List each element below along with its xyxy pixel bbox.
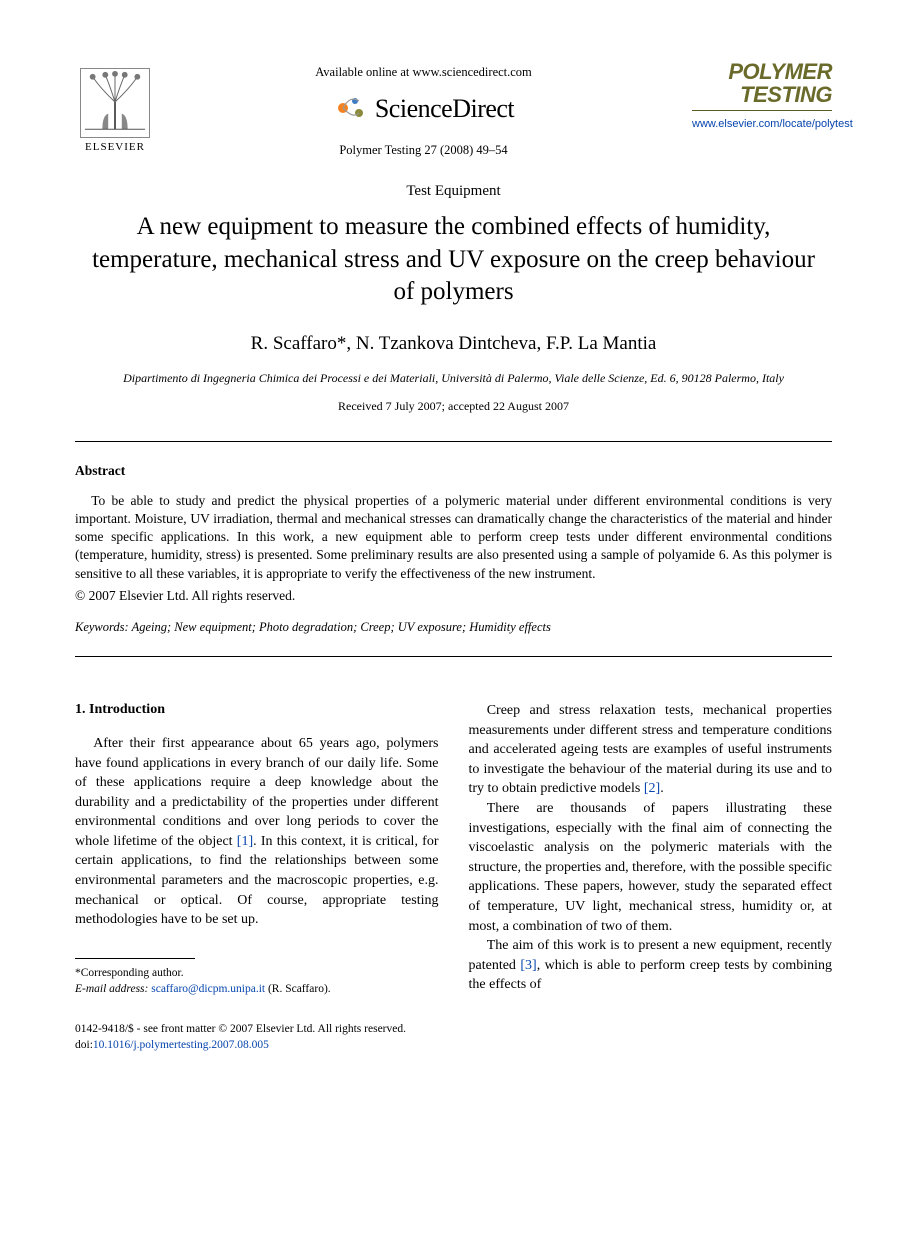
email-label: E-mail address: — [75, 983, 148, 995]
doi-link[interactable]: 10.1016/j.polymertesting.2007.08.005 — [93, 1039, 269, 1051]
doi-line: doi:10.1016/j.polymertesting.2007.08.005 — [75, 1037, 832, 1053]
footnote-block: *Corresponding author. E-mail address: s… — [75, 965, 439, 997]
elsevier-logo: ELSEVIER — [75, 60, 155, 155]
abstract-text: To be able to study and predict the phys… — [75, 492, 832, 583]
abstract-block: Abstract To be able to study and predict… — [75, 462, 832, 636]
header-row: ELSEVIER Available online at www.science… — [75, 60, 832, 159]
available-online-text: Available online at www.sciencedirect.co… — [315, 64, 532, 81]
journal-name-line1: POLYMER — [728, 59, 832, 84]
ref-link-1[interactable]: [1] — [237, 834, 253, 849]
corresponding-author: *Corresponding author. — [75, 965, 439, 981]
sciencedirect-swirl-icon — [333, 91, 367, 125]
email-line: E-mail address: scaffaro@dicpm.unipa.it … — [75, 981, 439, 997]
body-columns: 1. Introduction After their first appear… — [75, 701, 832, 997]
article-title: A new equipment to measure the combined … — [85, 211, 822, 309]
email-who: (R. Scaffaro). — [265, 983, 331, 995]
page-container: ELSEVIER Available online at www.science… — [0, 0, 907, 1093]
p1-part-a: After their first appearance about 65 ye… — [75, 736, 439, 849]
section-1-heading: 1. Introduction — [75, 701, 439, 720]
rule-bottom — [75, 656, 832, 657]
intro-paragraph-4: The aim of this work is to present a new… — [469, 936, 833, 995]
intro-paragraph-1: After their first appearance about 65 ye… — [75, 734, 439, 930]
column-right: Creep and stress relaxation tests, mecha… — [469, 701, 833, 997]
journal-url-link[interactable]: www.elsevier.com/locate/polytest — [692, 117, 832, 132]
abstract-heading: Abstract — [75, 462, 832, 480]
header-center: Available online at www.sciencedirect.co… — [155, 60, 692, 159]
intro-paragraph-3: There are thousands of papers illustrati… — [469, 799, 833, 936]
footnote-rule — [75, 958, 195, 959]
article-section-label: Test Equipment — [75, 181, 832, 201]
keywords-label: Keywords: — [75, 620, 129, 634]
doi-label: doi: — [75, 1039, 93, 1051]
elsevier-tree-icon — [80, 68, 150, 138]
journal-logo-block: POLYMER TESTING www.elsevier.com/locate/… — [692, 60, 832, 132]
sciencedirect-text: ScienceDirect — [375, 91, 514, 126]
keywords-line: Keywords: Ageing; New equipment; Photo d… — [75, 619, 832, 636]
affiliation-line: Dipartimento di Ingegneria Chimica dei P… — [75, 370, 832, 386]
corresponding-email-link[interactable]: scaffaro@dicpm.unipa.it — [151, 983, 265, 995]
journal-name-line2: TESTING — [740, 82, 832, 107]
authors-line: R. Scaffaro*, N. Tzankova Dintcheva, F.P… — [75, 331, 832, 357]
rule-top — [75, 441, 832, 442]
footer-block: 0142-9418/$ - see front matter © 2007 El… — [75, 1021, 832, 1053]
front-matter-line: 0142-9418/$ - see front matter © 2007 El… — [75, 1021, 832, 1037]
dates-line: Received 7 July 2007; accepted 22 August… — [75, 398, 832, 414]
citation-line: Polymer Testing 27 (2008) 49–54 — [339, 142, 507, 159]
column-left: 1. Introduction After their first appear… — [75, 701, 439, 997]
keywords-text: Ageing; New equipment; Photo degradation… — [129, 620, 551, 634]
sciencedirect-logo: ScienceDirect — [333, 91, 514, 126]
intro-paragraph-2: Creep and stress relaxation tests, mecha… — [469, 701, 833, 799]
journal-divider — [692, 110, 832, 111]
ref-link-2[interactable]: [2] — [644, 781, 660, 796]
elsevier-label: ELSEVIER — [85, 140, 145, 155]
journal-name: POLYMER TESTING — [692, 60, 832, 106]
copyright-line: © 2007 Elsevier Ltd. All rights reserved… — [75, 587, 832, 605]
ref-link-3[interactable]: [3] — [520, 958, 536, 973]
p2-part-b: . — [660, 781, 664, 796]
